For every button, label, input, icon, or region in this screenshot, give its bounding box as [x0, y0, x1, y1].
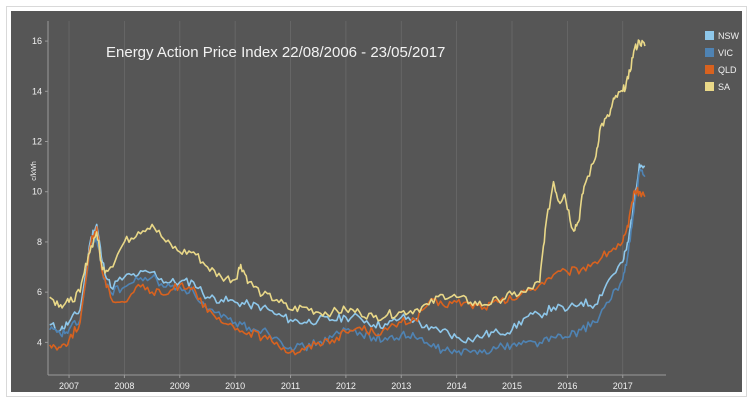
legend-label-qld: QLD	[718, 65, 737, 75]
chart-svg: 4 6 8 10 12 14 16 2007 2008 2009 2010 2011 2012 2013 2…	[31, 21, 740, 391]
axis-layer: 4 6 8 10 12 14 16 2007 2008 2009 2010 2011 2012 2013 2…	[32, 21, 666, 391]
chart-title: Energy Action Price Index 22/08/2006 - 2…	[106, 44, 445, 61]
grid-layer	[68, 21, 624, 375]
legend-label-sa: SA	[718, 82, 730, 92]
x-tick-label: 2013	[391, 381, 411, 391]
legend-swatch-qld	[705, 65, 714, 74]
series-line-vic	[49, 168, 646, 356]
chart-frame: 4 6 8 10 12 14 16 2007 2008 2009 2010 2011 2012 2013 2…	[6, 6, 747, 397]
legend-swatch-vic	[705, 48, 714, 57]
x-tick-label: 2014	[447, 381, 467, 391]
series-line-sa	[49, 39, 646, 322]
y-tick-label: 10	[32, 187, 42, 197]
series-line-nsw	[49, 163, 646, 344]
x-tick-label: 2012	[336, 381, 356, 391]
y-tick-label: 16	[32, 36, 42, 46]
x-tick-label: 2017	[613, 381, 633, 391]
x-tick-label: 2016	[557, 381, 577, 391]
legend-swatch-sa	[705, 82, 714, 91]
x-tick-label: 2009	[170, 381, 190, 391]
series-layer	[49, 39, 646, 356]
y-tick-label: 14	[32, 86, 42, 96]
legend-swatch-nsw	[705, 31, 714, 40]
series-line-qld	[49, 186, 646, 356]
chart-panel: 4 6 8 10 12 14 16 2007 2008 2009 2010 2011 2012 2013 2…	[11, 11, 742, 392]
y-tick-label: 8	[37, 237, 42, 247]
legend-label-nsw: NSW	[718, 31, 740, 41]
x-tick-label: 2007	[59, 381, 79, 391]
legend: NSW VIC QLD SA	[705, 31, 740, 92]
x-tick-label: 2011	[281, 381, 300, 391]
y-tick-label: 6	[37, 287, 42, 297]
legend-label-vic: VIC	[718, 48, 734, 58]
x-tick-label: 2008	[114, 381, 134, 391]
y-tick-label: 4	[37, 337, 42, 347]
x-tick-label: 2010	[225, 381, 245, 391]
x-tick-label: 2015	[502, 381, 522, 391]
y-tick-label: 12	[32, 137, 42, 147]
y-axis-label: c/kWh	[31, 161, 38, 181]
